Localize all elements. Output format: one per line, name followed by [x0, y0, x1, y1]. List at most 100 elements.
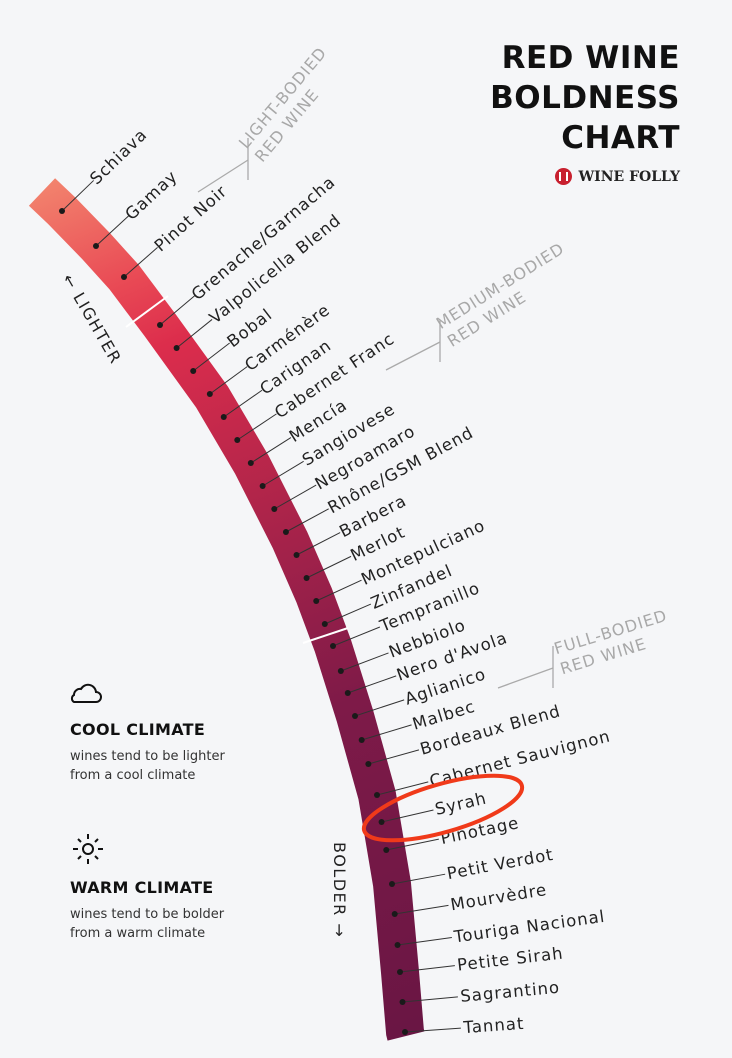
wine-leader-line: [237, 413, 277, 441]
wine-leader-line: [61, 180, 94, 212]
wine-dot: [352, 713, 358, 719]
wine-dot: [397, 969, 403, 975]
boldness-band: [28, 178, 425, 1041]
wine-item: Mourvèdre: [391, 880, 548, 917]
wine-dot: [389, 881, 395, 887]
wine-dot: [190, 368, 197, 374]
wine-leader-line: [394, 904, 449, 915]
wine-leader-line: [306, 555, 352, 579]
wine-label: Gamay: [121, 167, 181, 224]
wine-leader-line: [209, 366, 248, 395]
wine-dot: [271, 506, 278, 512]
sun-icon: [73, 834, 103, 864]
wine-item: Sagrantino: [399, 978, 561, 1006]
divider-medium-full: [302, 627, 349, 644]
wine-leader-line: [223, 389, 263, 418]
wine-dot: [157, 322, 163, 328]
wine-dot: [173, 345, 180, 351]
wine-dot: [59, 208, 65, 214]
wine-dot: [121, 274, 127, 280]
wine-leader-line: [274, 484, 317, 510]
group-leader-line: [197, 159, 249, 193]
cool-climate-desc: wines tend to be lighter from a cool clim…: [70, 747, 270, 785]
desc-line: wines tend to be bolder: [70, 907, 225, 922]
wine-dot: [383, 847, 390, 853]
legend-warm-climate: WARM CLIMATE wines tend to be bolder from…: [70, 832, 270, 943]
warm-climate-desc: wines tend to be bolder from a warm clima…: [70, 905, 270, 943]
wine-label: Sagrantino: [459, 978, 560, 1006]
wine-dot: [247, 460, 254, 466]
divider-light-medium: [125, 295, 169, 328]
wine-leader-line: [386, 838, 439, 851]
wine-dot: [282, 529, 289, 535]
wine-item: Touriga Nacional: [394, 907, 606, 948]
wine-dot: [344, 690, 351, 696]
desc-line: from a cool climate: [70, 768, 196, 783]
wine-dot: [391, 911, 398, 917]
cool-climate-title: COOL CLIMATE: [70, 720, 206, 739]
wine-leader-line: [324, 603, 372, 625]
page-title: RED WINE BOLDNESS CHART: [490, 38, 680, 158]
syrah-highlight-circle: [361, 773, 525, 843]
wine-leader-line: [391, 873, 446, 885]
wine-dot: [337, 668, 344, 674]
wine-folly-logo: WINE FOLLY: [555, 168, 680, 185]
wine-dot: [399, 999, 406, 1005]
wine-leader-line: [262, 460, 304, 487]
wine-item: Petite Sirah: [397, 944, 564, 975]
wine-item: Tannat: [402, 1014, 525, 1037]
wine-leader-line: [402, 996, 458, 1003]
wine-dot: [293, 552, 300, 558]
group-leader-line: [385, 341, 441, 371]
wine-dot: [321, 621, 328, 627]
wine-dot: [303, 575, 310, 581]
wine-leader-line: [354, 699, 405, 717]
wine-leader-line: [285, 508, 329, 533]
wine-leader-line: [399, 965, 455, 973]
wine-dot: [259, 483, 266, 489]
wine-leader-line: [123, 247, 158, 278]
wine-folly-logo-icon: [555, 168, 573, 185]
wine-leader-line: [404, 1027, 461, 1033]
wine-leader-line: [316, 579, 362, 602]
warm-climate-title: WARM CLIMATE: [70, 878, 214, 897]
wine-dot: [378, 819, 385, 825]
wine-item: Petit Verdot: [389, 845, 555, 887]
legend-cool-climate: COOL CLIMATE wines tend to be lighter fro…: [70, 680, 270, 785]
desc-line: from a warm climate: [70, 926, 206, 941]
wine-dot: [93, 243, 99, 249]
wine-leader-line: [381, 809, 434, 823]
wine-leader-line: [176, 319, 213, 349]
wine-label: Syrah: [433, 789, 489, 819]
bolder-label: BOLDER →: [330, 842, 349, 938]
wine-dot: [402, 1029, 408, 1035]
wine-dot: [234, 437, 241, 443]
title-line: CHART: [561, 120, 680, 156]
desc-line: wines tend to be lighter: [70, 749, 225, 764]
group-leader-line: [497, 667, 554, 689]
wine-label: Petite Sirah: [456, 944, 564, 975]
wine-leader-line: [376, 781, 429, 796]
cloud-icon: [70, 683, 102, 703]
wine-leader-line: [95, 215, 129, 247]
wine-label: Schiava: [86, 125, 151, 188]
wine-leader-line: [332, 626, 381, 647]
wine-leader-line: [347, 675, 397, 694]
wine-leader-line: [340, 652, 389, 672]
wine-dot: [220, 414, 227, 420]
wine-leader-line: [361, 724, 412, 741]
wine-leader-line: [159, 295, 195, 326]
wine-dot: [330, 643, 336, 649]
wine-leader-line: [250, 437, 292, 464]
wine-label: Mourvèdre: [449, 880, 548, 914]
wine-leader-line: [397, 936, 452, 946]
wine-leader-line: [192, 342, 230, 372]
wine-label: Tannat: [462, 1014, 525, 1037]
wine-dot: [313, 598, 320, 604]
wine-dot: [206, 391, 213, 397]
wine-label: Petit Verdot: [445, 845, 555, 883]
